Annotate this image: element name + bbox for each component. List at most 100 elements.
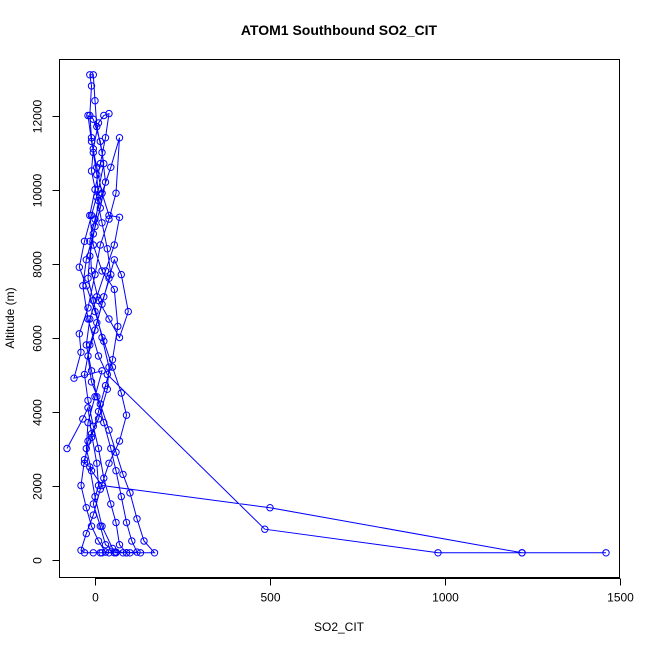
y-tick-label: 12000 [31,99,45,133]
data-point [75,330,84,338]
data-point [117,492,126,501]
data-point [110,549,119,557]
data-point [89,148,98,157]
data-point [94,407,103,416]
data-point [89,115,98,123]
data-point [87,367,96,375]
data-point [98,367,106,375]
data-point [93,459,101,467]
data-point [261,525,269,533]
data-point [91,492,99,501]
data-point [136,549,145,557]
data-point [98,189,106,197]
data-point [100,474,108,482]
data-point [93,319,101,327]
series-group [63,71,610,557]
data-point [94,196,103,205]
data-point [75,263,84,271]
data-point [80,370,89,379]
data-point [105,363,113,371]
data-point [86,315,94,323]
data-point [98,300,106,308]
data-point [119,470,127,479]
data-point [87,134,96,142]
x-tick-label: 500 [260,591,280,605]
data-point [82,256,91,264]
data-point [91,97,99,105]
data-point [93,171,101,179]
data-point [115,213,124,222]
data-point [89,549,98,557]
data-point [84,111,92,120]
data-point [101,381,110,390]
y-tick-label: 0 [31,557,45,564]
data-point [101,178,110,186]
data-point [94,537,103,545]
data-point [80,459,89,467]
data-point [115,134,124,142]
data-point [98,522,106,530]
data-point [101,548,110,556]
data-point [89,511,98,519]
data-point [93,122,101,131]
data-point [98,333,106,342]
data-point [112,448,120,456]
data-point [117,389,126,397]
data-point [94,481,103,490]
data-point [112,518,120,527]
x-tick-label: 1000 [432,591,459,605]
data-point [84,404,92,412]
y-tick-label: 6000 [31,325,45,352]
data-point [105,459,113,467]
data-point [77,546,85,554]
data-point [84,418,92,427]
data-point [86,463,94,471]
data-point [126,489,134,497]
data-point [101,134,110,142]
data-point [82,444,91,453]
data-point [110,285,119,294]
data-point [63,444,71,453]
data-point [91,326,99,334]
data-point [89,422,98,430]
data-point [124,307,133,316]
y-tick-label: 8000 [31,251,45,278]
data-point [101,541,110,549]
data-point [112,467,120,475]
data-point [84,396,92,405]
data-point [98,481,106,490]
data-point [101,267,110,275]
y-tick-label: 4000 [31,399,45,426]
data-point [94,444,103,453]
data-point [82,529,91,538]
data-point [105,315,113,323]
data-point [100,293,108,301]
data-point [105,211,113,220]
data-point [87,433,96,442]
data-point [93,163,101,172]
data-point [98,219,106,227]
data-point [114,322,122,331]
data-point [110,256,119,264]
x-tick-label: 1500 [607,591,634,605]
data-point [122,411,131,419]
data-point [89,500,98,508]
data-point [140,537,148,545]
data-point [98,148,106,157]
data-point [96,204,105,212]
data-point [87,167,96,175]
data-point [96,485,105,493]
data-point [77,481,85,490]
data-point [122,549,131,557]
data-point [86,71,94,79]
data-point [128,537,136,545]
data-point [96,400,105,408]
data-point [105,215,113,223]
data-point [82,504,91,512]
data-point [108,363,117,371]
data-point [119,549,127,557]
data-point [103,385,112,393]
data-point [98,267,106,275]
data-point [89,145,98,153]
